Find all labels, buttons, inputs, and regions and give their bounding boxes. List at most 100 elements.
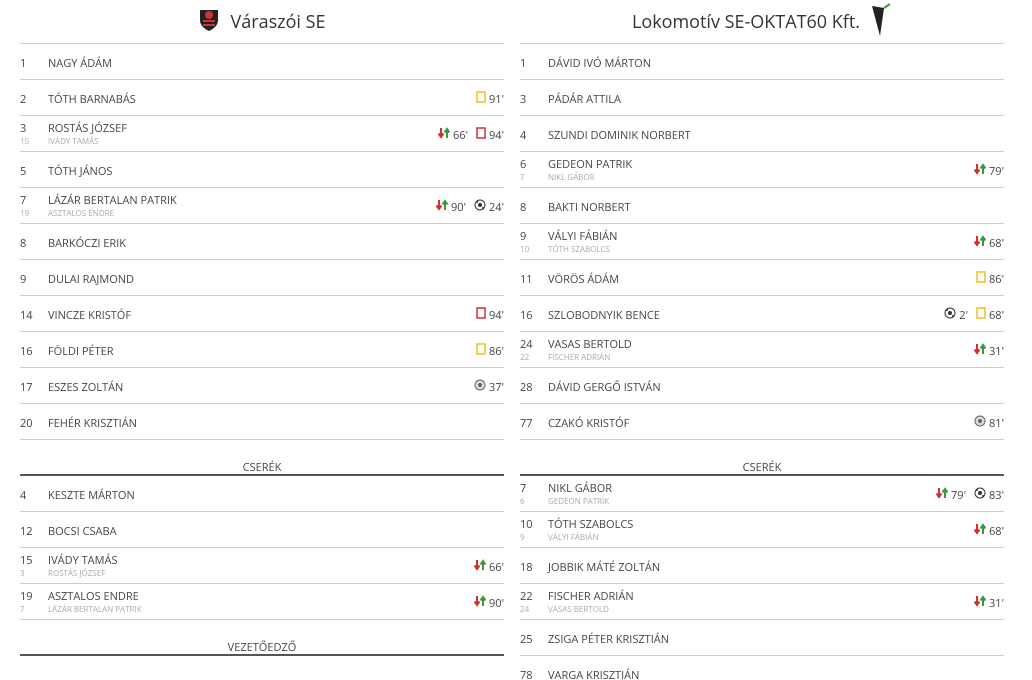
event-icon-owngoal (474, 379, 486, 395)
player-number: 20 (20, 416, 33, 431)
event: 91' (476, 91, 504, 107)
sub-number: 9 (520, 532, 525, 543)
player-name: IVÁDY TAMÁS (48, 553, 118, 568)
player-number: 18 (520, 560, 533, 575)
sub-name: TÓTH SZABOLCS (548, 244, 611, 255)
player-row: 7 LÁZÁR BERTALAN PATRIK 19 ASZTALOS ENDRE 90… (20, 188, 504, 224)
event-minute: 79' (989, 163, 1004, 179)
sub-name: GEDEON PATRIK (548, 496, 610, 507)
player-name: DULAI RAJMOND (48, 272, 135, 287)
player-row: 78 VARGA KRISZTIÁN (520, 656, 1004, 680)
event-minute: 83' (989, 487, 1004, 503)
player-name: PÁDÁR ATTILA (548, 92, 621, 107)
player-name: SZLOBODNYIK BENCE (548, 308, 660, 323)
events: 90' (473, 595, 504, 611)
team-column: Lokomotív SE-OKTAT60 Kft. 1 DÁVID IVÓ MÁRT… (520, 0, 1004, 680)
team-name: Lokomotív SE-OKTAT60 Kft. (631, 9, 860, 34)
player-name: VARGA KRISZTIÁN (548, 668, 640, 680)
player-row: 24 VASAS BERTOLD 22 FISCHER ADRIÁN 31' (520, 332, 1004, 368)
event-minute: 66' (453, 127, 468, 143)
sub-number: 6 (520, 496, 525, 507)
player-number: 78 (520, 668, 533, 680)
sub-number: 7 (20, 604, 25, 615)
event-icon-sub (437, 127, 451, 143)
team-header: Váraszói SE (20, 0, 504, 44)
event-minute: 90' (489, 595, 504, 611)
event-minute: 81' (989, 415, 1004, 431)
player-name: NIKL GÁBOR (548, 481, 613, 496)
player-name: JOBBIK MÁTÉ ZOLTÁN (548, 560, 661, 575)
event: 90' (435, 199, 466, 215)
events: 31' (973, 343, 1004, 359)
events: 94' (476, 307, 504, 323)
player-row: 16 SZLOBODNYIK BENCE 2' 68' (520, 296, 1004, 332)
player-number: 1 (20, 56, 27, 71)
player-row: 10 TÓTH SZABOLCS 9 VÁLYI FÁBIÁN 68' (520, 512, 1004, 548)
section-title: CSERÉK (520, 440, 1004, 476)
player-row: 12 BOCSI CSABA (20, 512, 504, 548)
events: 81' (974, 415, 1004, 431)
player-number: 14 (20, 308, 33, 323)
player-name: ASZTALOS ENDRE (48, 589, 139, 604)
events: 79' 83' (935, 487, 1004, 503)
event-minute: 37' (489, 379, 504, 395)
team-logo (870, 2, 892, 42)
player-row: 17 ESZES ZOLTÁN 37' (20, 368, 504, 404)
event-icon-red (476, 127, 486, 143)
event-icon-yellow (476, 91, 486, 107)
player-row: 16 FÖLDI PÉTER 86' (20, 332, 504, 368)
player-number: 24 (520, 337, 533, 352)
player-number: 16 (520, 308, 533, 323)
player-number: 6 (520, 157, 527, 172)
player-name: FISCHER ADRIÁN (548, 589, 634, 604)
event: 66' (473, 559, 504, 575)
player-name: VÖRÖS ÁDÁM (548, 272, 620, 287)
player-number: 1 (520, 56, 527, 71)
player-number: 4 (20, 488, 27, 503)
events: 86' (976, 271, 1004, 287)
player-number: 3 (520, 92, 527, 107)
player-number: 25 (520, 632, 533, 647)
sub-name: ASZTALOS ENDRE (48, 208, 115, 219)
player-row: 18 JOBBIK MÁTÉ ZOLTÁN (520, 548, 1004, 584)
player-number: 22 (520, 589, 533, 604)
event-icon-sub (435, 199, 449, 215)
event-minute: 91' (489, 91, 504, 107)
event: 31' (973, 595, 1004, 611)
event-minute: 68' (989, 307, 1004, 323)
team-header: Lokomotív SE-OKTAT60 Kft. (520, 0, 1004, 44)
sub-name: ROSTÁS JÓZSEF (48, 568, 106, 579)
player-name: CZAKÓ KRISTÓF (548, 416, 630, 431)
sub-number: 10 (520, 244, 530, 255)
event: 68' (976, 307, 1004, 323)
event-minute: 90' (451, 199, 466, 215)
events: 2' 68' (944, 307, 1004, 323)
player-row: 1 DÁVID IVÓ MÁRTON (520, 44, 1004, 80)
player-number: 7 (20, 193, 27, 208)
player-name: TÓTH BARNABÁS (48, 92, 136, 107)
player-number: 9 (520, 229, 527, 244)
event-minute: 79' (951, 487, 966, 503)
team-logo (198, 6, 220, 38)
player-row: 14 VINCZE KRISTÓF 94' (20, 296, 504, 332)
events: 31' (973, 595, 1004, 611)
sub-number: 15 (20, 136, 30, 147)
event: 81' (974, 415, 1004, 431)
event: 86' (476, 343, 504, 359)
player-row: 4 SZUNDI DOMINIK NORBERT (520, 116, 1004, 152)
player-name: KESZTE MÁRTON (48, 488, 135, 503)
player-row: 7 NIKL GÁBOR 6 GEDEON PATRIK 79' 83' (520, 476, 1004, 512)
player-row: 4 KESZTE MÁRTON (20, 476, 504, 512)
events: 66' (473, 559, 504, 575)
player-number: 15 (20, 553, 33, 568)
event-minute: 31' (989, 343, 1004, 359)
event-icon-sub (473, 559, 487, 575)
event-minute: 94' (489, 127, 504, 143)
event-icon-sub (473, 595, 487, 611)
player-row: 25 ZSIGA PÉTER KRISZTIÁN (520, 620, 1004, 656)
section-title: VEZETŐEDZŐ (20, 620, 504, 656)
events: 37' (474, 379, 504, 395)
event-minute: 31' (989, 595, 1004, 611)
player-number: 8 (20, 236, 27, 251)
event-minute: 86' (989, 271, 1004, 287)
